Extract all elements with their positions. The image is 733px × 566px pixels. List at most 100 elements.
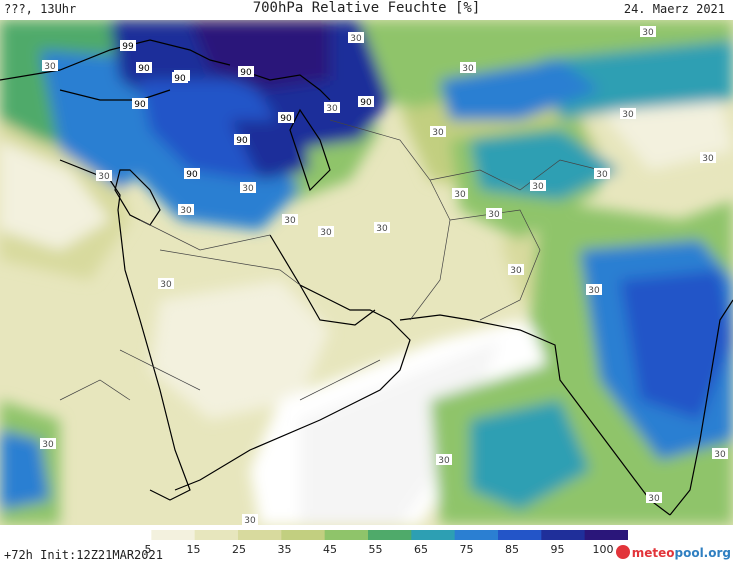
- brand-name-part1: meteo: [631, 546, 675, 560]
- colorbar-segment: [151, 530, 196, 540]
- humidity-value-label: 90: [132, 98, 148, 110]
- humidity-value-text: 30: [622, 110, 634, 120]
- colorbar-segment: [411, 530, 456, 540]
- humidity-value-text: 90: [236, 136, 248, 146]
- humidity-value-text: 30: [326, 104, 338, 114]
- humidity-labels: 9990909090909090909030303030303030303030…: [40, 26, 728, 525]
- humidity-value-text: 30: [596, 170, 608, 180]
- colorbar-segment: [324, 530, 369, 540]
- colorbar-tick-label: 55: [368, 543, 383, 556]
- colorbar-tick-label: 15: [186, 543, 201, 556]
- humidity-value-text: 30: [376, 224, 388, 234]
- humidity-value-label: 30: [508, 264, 524, 276]
- humidity-value-text: 30: [98, 172, 110, 182]
- humidity-value-text: 30: [454, 190, 466, 200]
- humidity-value-label: 30: [158, 278, 174, 290]
- colorbar-segment: [454, 530, 499, 540]
- forecast-time: ???, 13Uhr: [4, 2, 77, 16]
- humidity-value-text: 30: [648, 494, 660, 504]
- humidity-value-text: 30: [284, 216, 296, 226]
- humidity-value-text: 30: [320, 228, 332, 238]
- humidity-value-label: 90: [184, 168, 200, 180]
- colorbar: [108, 530, 628, 540]
- humidity-value-text: 30: [242, 184, 254, 194]
- humidity-value-text: 90: [360, 98, 372, 108]
- colorbar-tick-label: 45: [323, 543, 337, 556]
- humidity-value-text: 30: [702, 154, 714, 164]
- humidity-value-label: 30: [700, 152, 716, 164]
- humidity-value-label: 30: [620, 108, 636, 120]
- colorbar-tick-label: 25: [232, 543, 246, 556]
- colorbar-segment: [498, 530, 542, 540]
- humidity-value-text: 30: [244, 516, 256, 525]
- forecast-date: 24. Maerz 2021: [623, 2, 725, 16]
- humidity-value-label: 30: [594, 168, 610, 180]
- meteopool-logo[interactable]: meteopool.org: [615, 545, 731, 560]
- colorbar-tick-label: 85: [505, 543, 519, 556]
- meteopool-icon: [615, 545, 630, 559]
- map-canvas: 9990909090909090909030303030303030303030…: [0, 20, 733, 525]
- humidity-value-text: 30: [642, 28, 654, 38]
- humidity-value-label: 30: [486, 208, 502, 220]
- humidity-value-label: 30: [452, 188, 468, 200]
- coastlines: [0, 39, 733, 516]
- humidity-value-text: 30: [488, 210, 500, 220]
- humidity-value-text: 30: [438, 456, 450, 466]
- colorbar-tick-label: 5: [144, 543, 152, 556]
- colorbar-tick-label: 95: [550, 543, 565, 556]
- humidity-value-text: 30: [532, 182, 544, 192]
- colorbar-tick-label: 75: [459, 543, 474, 556]
- run-info: +72h Init:12Z21MAR2021: [4, 548, 163, 562]
- colorbar-tick-label: 35: [277, 543, 292, 556]
- humidity-value-label: 30: [712, 448, 728, 460]
- humidity-value-text: 30: [510, 266, 522, 276]
- brand-name-part2: pool.org: [674, 546, 731, 560]
- colorbar-segment: [584, 530, 628, 540]
- humidity-value-text: 30: [714, 450, 726, 460]
- humidity-value-label: 30: [430, 126, 446, 138]
- humidity-value-label: 30: [40, 438, 56, 450]
- humidity-value-label: 30: [530, 180, 546, 192]
- colorbar-segment: [541, 530, 586, 540]
- humidity-map: 9990909090909090909030303030303030303030…: [0, 20, 733, 525]
- humidity-value-label: 30: [324, 102, 340, 114]
- colorbar-segment: [368, 530, 412, 540]
- humidity-value-text: 90: [174, 74, 186, 84]
- humidity-value-label: 90: [278, 112, 294, 124]
- humidity-value-label: 30: [460, 62, 476, 74]
- humidity-value-label: 99: [120, 40, 136, 52]
- humidity-value-label: 30: [318, 226, 334, 238]
- humidity-value-text: 90: [240, 68, 252, 78]
- humidity-value-text: 90: [186, 170, 198, 180]
- humidity-value-label: 30: [646, 492, 662, 504]
- humidity-value-label: 30: [96, 170, 112, 182]
- humidity-value-label: 90: [358, 96, 374, 108]
- map-title: 700hPa Relative Feuchte [%]: [252, 0, 481, 16]
- humidity-value-label: 30: [240, 182, 256, 194]
- humidity-value-label: 30: [640, 26, 656, 38]
- humidity-value-text: 99: [122, 42, 134, 52]
- header: ???, 13Uhr 700hPa Relative Feuchte [%] 2…: [0, 0, 733, 20]
- colorbar-segment: [108, 530, 152, 540]
- humidity-value-label: 30: [436, 454, 452, 466]
- humidity-value-text: 30: [350, 34, 362, 44]
- humidity-value-text: 30: [432, 128, 444, 138]
- humidity-value-text: 90: [134, 100, 146, 110]
- footer: 5 15 25 35 45 55 65 75 85 95 100 +72h Init:12Z21MA…: [0, 525, 733, 566]
- humidity-value-label: 90: [136, 62, 152, 74]
- humidity-value-label: 30: [242, 514, 258, 525]
- humidity-value-label: 30: [282, 214, 298, 226]
- humidity-value-label: 30: [586, 284, 602, 296]
- humidity-value-label: 30: [348, 32, 364, 44]
- humidity-value-text: 30: [42, 440, 54, 450]
- colorbar-tick-label: 65: [414, 543, 428, 556]
- humidity-value-label: 90: [234, 134, 250, 146]
- colorbar-segment: [194, 530, 239, 540]
- humidity-value-text: 30: [180, 206, 192, 216]
- colorbar-tick-label: 100: [592, 543, 614, 556]
- colorbar-segment: [238, 530, 282, 540]
- humidity-value-label: 90: [238, 66, 254, 78]
- humidity-value-label: 30: [374, 222, 390, 234]
- humidity-value-label: 30: [42, 60, 58, 72]
- humidity-value-text: 30: [588, 286, 600, 296]
